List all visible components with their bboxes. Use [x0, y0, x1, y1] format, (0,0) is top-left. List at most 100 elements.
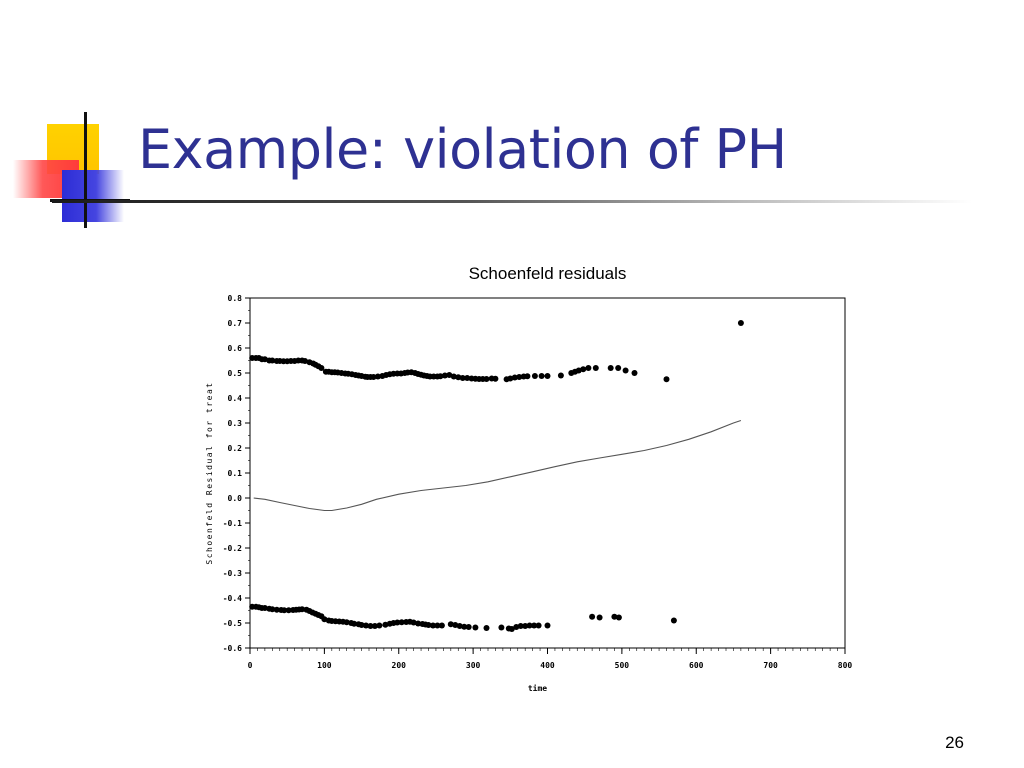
- x-tick-label: 400: [540, 661, 555, 670]
- residual-point: [472, 624, 479, 631]
- residual-point: [483, 625, 490, 631]
- residual-point: [376, 622, 383, 629]
- y-tick-label: -0.4: [223, 594, 242, 603]
- y-tick-label: -0.2: [223, 544, 242, 553]
- residual-point: [459, 375, 466, 381]
- residual-point: [465, 624, 472, 630]
- y-tick-label: 0.1: [228, 469, 243, 478]
- residual-point: [351, 620, 358, 627]
- residual-point: [269, 357, 276, 364]
- x-tick-label: 300: [466, 661, 481, 670]
- residual-point: [455, 374, 462, 381]
- residual-point: [557, 372, 564, 379]
- title-underline: [52, 200, 972, 203]
- residual-point: [299, 606, 306, 613]
- residual-point: [607, 365, 614, 371]
- residual-point: [507, 375, 514, 382]
- residual-point: [580, 366, 587, 373]
- residual-point: [425, 622, 432, 628]
- residual-point: [592, 365, 599, 371]
- residual-point: [517, 623, 524, 629]
- y-tick-label: -0.1: [223, 519, 242, 528]
- residual-point: [511, 374, 518, 381]
- residual-point: [374, 373, 381, 380]
- residual-point: [441, 372, 448, 379]
- residual-point: [363, 622, 369, 629]
- residual-point: [447, 621, 454, 628]
- y-tick-label: 0.8: [228, 294, 243, 303]
- x-tick-label: 800: [838, 661, 853, 670]
- residual-point: [585, 365, 592, 371]
- x-tick-label: 200: [392, 661, 407, 670]
- residual-point: [450, 373, 457, 380]
- residual-point: [589, 613, 596, 620]
- residual-point: [394, 619, 401, 626]
- residual-point: [438, 622, 445, 629]
- residual-point: [615, 365, 622, 371]
- residual-point: [285, 607, 292, 614]
- smoothed-residual-line: [253, 419, 742, 512]
- chart-title: Schoenfeld residuals: [469, 264, 627, 283]
- residual-point: [434, 622, 441, 629]
- residual-point: [575, 367, 582, 374]
- residual-point: [524, 373, 531, 380]
- y-tick-label: -0.5: [223, 619, 242, 628]
- y-tick-label: 0.3: [228, 419, 243, 428]
- residual-point: [370, 374, 377, 380]
- residual-point: [544, 373, 551, 379]
- residual-point: [371, 623, 378, 629]
- residual-point: [526, 622, 533, 629]
- y-axis-label: Schoenfeld Residual for treat: [205, 381, 214, 564]
- residual-point: [302, 358, 308, 364]
- x-tick-label: 100: [317, 661, 332, 670]
- residual-point: [398, 619, 405, 626]
- residual-point: [464, 375, 471, 381]
- residual-point: [538, 373, 545, 379]
- residual-point: [615, 614, 622, 621]
- y-tick-label: 0.0: [228, 494, 243, 503]
- residual-point: [430, 622, 436, 629]
- x-tick-label: 500: [615, 661, 630, 670]
- page-number: 26: [945, 733, 964, 752]
- residual-point: [461, 623, 468, 630]
- residual-point: [415, 620, 422, 627]
- y-tick-label: -0.6: [223, 644, 242, 653]
- residual-point: [343, 619, 350, 626]
- y-tick-label: 0.4: [228, 394, 243, 403]
- residual-point: [663, 376, 670, 383]
- residual-point: [522, 623, 529, 629]
- residual-point: [437, 373, 444, 380]
- residual-point: [544, 622, 551, 629]
- residual-point: [269, 606, 276, 613]
- residual-point: [611, 613, 618, 620]
- title-decoration-blue-square: [62, 170, 124, 222]
- y-tick-label: 0.5: [228, 369, 243, 378]
- title-decoration-vertical-line: [84, 112, 87, 228]
- x-axis-label: time: [528, 683, 547, 693]
- x-tick-label: 600: [689, 661, 704, 670]
- residual-point: [483, 376, 490, 382]
- residual-point: [273, 606, 280, 613]
- residual-point: [498, 624, 505, 631]
- residual-point: [596, 614, 603, 621]
- residual-point: [410, 619, 417, 626]
- residual-point: [535, 622, 542, 629]
- x-tick-label: 700: [763, 661, 778, 670]
- residual-point: [670, 617, 677, 624]
- schoenfeld-chart: Schoenfeld residuals 0.8 0.7 0.6 0.5 0.4 0.3 0.…: [190, 255, 870, 705]
- y-tick-label: 0.2: [228, 444, 243, 453]
- residual-point: [492, 375, 499, 382]
- residual-point: [358, 622, 365, 628]
- residual-point: [631, 370, 638, 376]
- residual-point: [737, 320, 744, 326]
- residual-point: [367, 623, 374, 629]
- residual-point: [622, 367, 629, 374]
- y-tick-label: -0.3: [223, 569, 242, 578]
- x-tick-label: 0: [248, 661, 253, 670]
- residual-point: [531, 622, 538, 629]
- residual-point: [516, 374, 523, 380]
- residual-point: [508, 626, 515, 632]
- plot-frame: [249, 297, 846, 649]
- residual-point: [531, 373, 538, 379]
- residual-point: [281, 607, 288, 614]
